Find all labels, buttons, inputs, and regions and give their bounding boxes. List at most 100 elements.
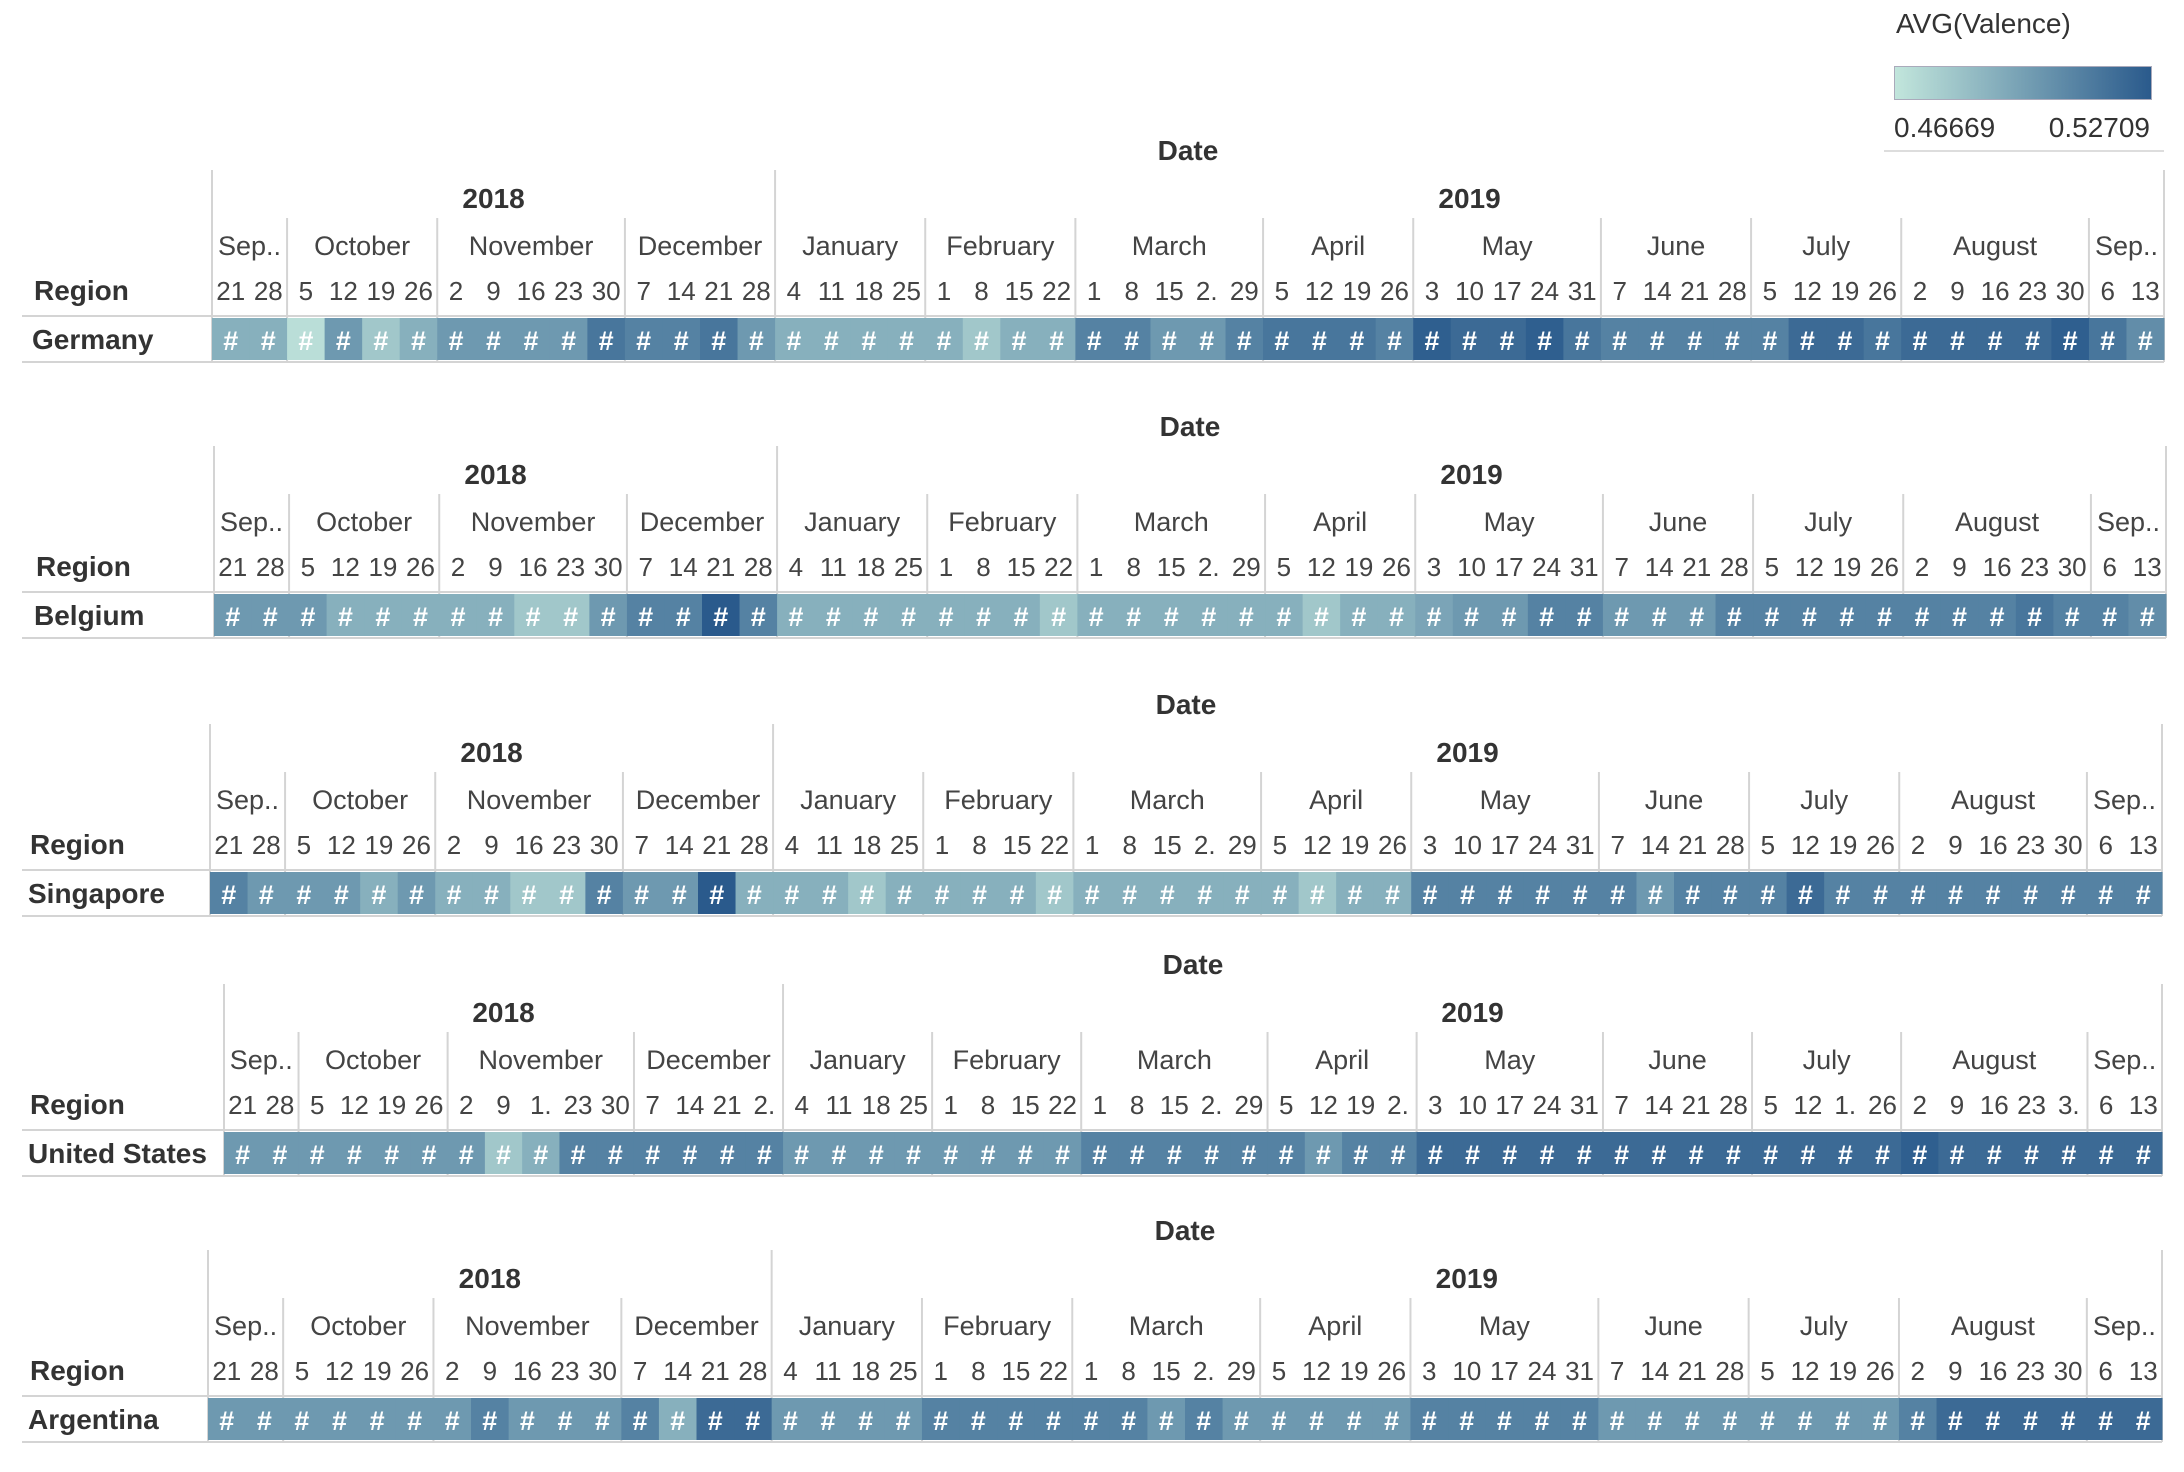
heat-cell — [1006, 1132, 1045, 1174]
week-label: 16 — [1981, 276, 2010, 306]
week-label: 1. — [530, 1090, 552, 1120]
year-label: 2019 — [1436, 737, 1498, 768]
heat-cell-label: # — [899, 326, 914, 356]
month-label: January — [800, 785, 897, 815]
heat-cell-label: # — [2136, 1140, 2151, 1170]
week-label: 11 — [825, 1090, 852, 1120]
heat-cell-label: # — [1722, 1406, 1737, 1436]
heat-cell — [1225, 318, 1264, 360]
heat-cell — [1974, 872, 2013, 914]
week-label: 24 — [1528, 830, 1557, 860]
week-label: 3 — [1425, 276, 1439, 306]
week-label: 9 — [484, 830, 498, 860]
heat-cell — [1676, 318, 1715, 360]
heat-cell-label: # — [1385, 880, 1400, 910]
heat-cell-label: # — [1167, 1140, 1182, 1170]
heat-cell — [1936, 872, 1975, 914]
heat-cell-label: # — [1912, 1140, 1927, 1170]
heat-cell-label: # — [1092, 1140, 1107, 1170]
heat-cell — [1039, 594, 1078, 636]
week-label: 7 — [636, 276, 650, 306]
month-label: November — [465, 1311, 590, 1341]
week-label: 8 — [1122, 830, 1136, 860]
heat-cell-label: # — [1687, 326, 1702, 356]
month-label: July — [1803, 1045, 1852, 1075]
heat-cell — [1563, 318, 1602, 360]
heat-cell — [1523, 872, 1562, 914]
heat-cell — [1148, 872, 1187, 914]
week-label: 5 — [1279, 1090, 1293, 1120]
heat-cell-label: # — [1498, 880, 1513, 910]
heat-cell — [702, 594, 741, 636]
heat-cell — [1263, 318, 1302, 360]
heat-cell — [1786, 1398, 1825, 1440]
heat-cell-label: # — [2138, 326, 2153, 356]
month-label: July — [1804, 507, 1853, 537]
heat-cell-label: # — [1835, 880, 1850, 910]
heat-cell — [1488, 318, 1527, 360]
heat-cell-label: # — [971, 1406, 986, 1436]
heat-cell-label: # — [1199, 326, 1214, 356]
heat-cell-label: # — [1760, 880, 1775, 910]
heat-cell-label: # — [1540, 1140, 1555, 1170]
heat-cell — [1377, 594, 1416, 636]
week-label: 9 — [488, 552, 502, 582]
week-label: 24 — [1528, 1356, 1557, 1386]
week-label: 28 — [252, 830, 281, 860]
heat-cell — [1223, 872, 1262, 914]
week-label: 5 — [301, 552, 315, 582]
heat-cell — [658, 1398, 697, 1440]
heat-cell-label: # — [520, 1406, 535, 1436]
heat-cell-label: # — [1610, 880, 1625, 910]
week-label: 25 — [894, 552, 923, 582]
heat-cell-label: # — [2023, 1406, 2038, 1436]
week-label: 28 — [744, 552, 773, 582]
week-label: 28 — [254, 276, 283, 306]
heat-cell — [210, 872, 249, 914]
week-label: 21 — [701, 1356, 730, 1386]
week-label: 7 — [1614, 1090, 1628, 1120]
heat-cell — [1602, 594, 1641, 636]
heat-cell-label: # — [1950, 326, 1965, 356]
heat-cell — [1298, 872, 1337, 914]
month-label: February — [943, 1311, 1052, 1341]
week-label: 23 — [2018, 276, 2047, 306]
heat-cell — [2124, 1132, 2163, 1174]
heat-cell-label: # — [1502, 1140, 1517, 1170]
year-label: 2018 — [460, 737, 522, 768]
week-label: 28 — [738, 1356, 767, 1386]
week-label: 21 — [704, 276, 733, 306]
heat-cell — [410, 1132, 449, 1174]
week-label: 10 — [1452, 1356, 1481, 1386]
week-label: 1 — [1085, 830, 1099, 860]
heat-cell-label: # — [1126, 602, 1141, 632]
week-label: 29 — [1232, 552, 1261, 582]
heat-cell-label: # — [2140, 602, 2155, 632]
heat-cell — [583, 1398, 622, 1440]
week-label: 9 — [1948, 830, 1962, 860]
week-label: 13 — [2129, 830, 2158, 860]
week-label: 29 — [1228, 830, 1257, 860]
heat-cell — [514, 594, 553, 636]
heat-cell-label: # — [1279, 1140, 1294, 1170]
heat-cell-label: # — [563, 602, 578, 632]
heat-cell-label: # — [709, 880, 724, 910]
heat-cell — [471, 1398, 510, 1440]
heat-cell — [1600, 318, 1639, 360]
week-label: 4 — [794, 1090, 808, 1120]
heat-cell — [1338, 318, 1377, 360]
heat-cell-label: # — [1051, 602, 1066, 632]
week-label: 13 — [2133, 552, 2162, 582]
week-label: 6 — [2100, 276, 2114, 306]
heat-cell — [1227, 594, 1266, 636]
week-label: 14 — [667, 276, 696, 306]
heat-cell — [962, 318, 1001, 360]
heat-cell-label: # — [1122, 880, 1137, 910]
heat-cell-label: # — [1912, 326, 1927, 356]
week-label: 2. — [1387, 1090, 1409, 1120]
heat-cell-label: # — [1389, 602, 1404, 632]
week-label: 15 — [1153, 830, 1182, 860]
week-label: 31 — [1566, 830, 1595, 860]
heat-cell-label: # — [459, 1140, 474, 1170]
heat-cell — [2051, 318, 2090, 360]
